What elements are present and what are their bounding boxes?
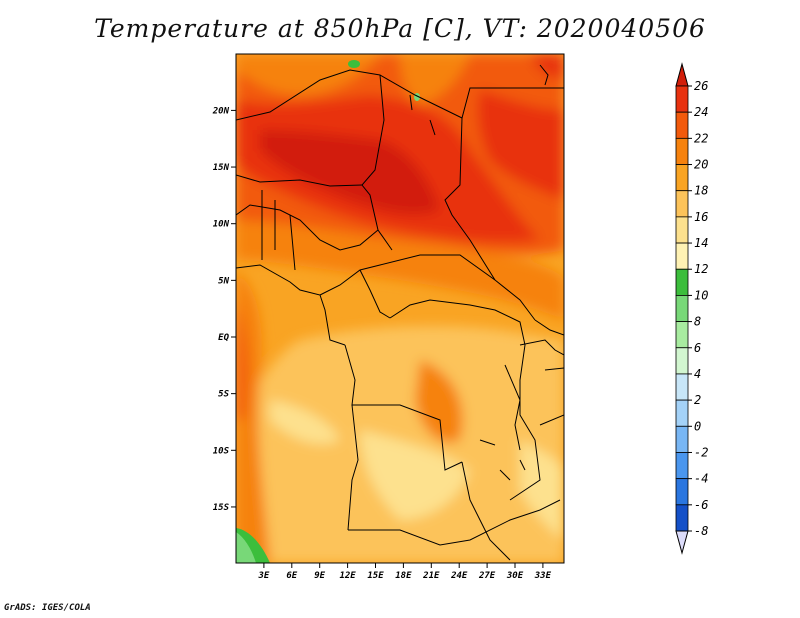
lon-label: 18E (395, 571, 412, 581)
colorbar-segment (675, 190, 689, 218)
lon-label: 3E (257, 571, 269, 581)
map-title: Temperature at 850hPa [C], VT: 202004050… (94, 14, 706, 43)
colorbar-segment (675, 295, 689, 322)
lat-label: 5N (218, 276, 229, 286)
colorbar-segment (675, 268, 689, 296)
colorbar-segment (675, 111, 689, 139)
colorbar-label: 26 (694, 79, 708, 93)
colorbar-label: 10 (694, 288, 708, 302)
country-borders (236, 64, 564, 561)
colorbar-label: -8 (694, 524, 708, 538)
colorbar-segment (675, 399, 689, 427)
colorbar-segment (675, 347, 689, 375)
colorbar-segment (675, 242, 689, 270)
lon-label: 9E (314, 571, 325, 581)
colorbar-segment (675, 425, 689, 453)
colorbar-top-arrow (675, 62, 689, 87)
map-axis-ticks: 20N 15N 10N 5N EQ 5S 10S 15S 3E 6E 9E 12E 15E 18E 21E 2… (212, 106, 552, 581)
colorbar-segment (675, 452, 689, 480)
lon-label: 24E (450, 571, 468, 581)
lon-label: 33E (534, 571, 552, 581)
colorbar-segment (675, 373, 689, 401)
colorbar-label: 12 (694, 262, 708, 276)
colorbar-segment (675, 504, 689, 532)
colorbar-label: 22 (694, 131, 708, 145)
colorbar-label: -4 (694, 472, 708, 486)
lat-label: 10N (213, 220, 230, 230)
lon-label: 27E (478, 571, 496, 581)
colorbar-label: 2 (694, 393, 701, 407)
lat-label: 10S (213, 446, 230, 456)
lon-label: 12E (339, 571, 356, 581)
lat-label: 15N (213, 163, 230, 173)
temperature-field (236, 54, 564, 563)
colorbar-label: 4 (694, 367, 701, 381)
lat-label: EQ (218, 333, 229, 343)
lat-label: 5S (218, 390, 229, 400)
grads-credit: GrADS: IGES/COLA (4, 603, 91, 613)
colorbar-segment (675, 85, 689, 113)
colorbar-label: 24 (694, 105, 708, 119)
colorbar-label: 20 (694, 158, 708, 172)
colorbar-segment (675, 478, 689, 506)
lon-label: 6E (286, 571, 297, 581)
colorbar-segment (675, 321, 689, 349)
colorbar-label: -6 (694, 498, 708, 512)
colorbar-label: 6 (694, 341, 701, 355)
lat-label: 15S (213, 503, 230, 513)
colorbar-segment (675, 164, 689, 192)
lat-label: 20N (212, 106, 230, 116)
colorbar-label: 8 (694, 315, 701, 329)
colorbar-label: 0 (694, 419, 701, 433)
lon-label: 21E (422, 571, 440, 581)
lon-label: 30E (506, 571, 524, 581)
colorbar-bottom-arrow (675, 530, 689, 555)
colorbar-segment (675, 137, 689, 165)
map-frame (235, 53, 565, 564)
lon-label: 15E (367, 571, 384, 581)
colorbar-label: 14 (694, 236, 708, 250)
colorbar-label: -2 (694, 445, 708, 459)
colorbar-label: 16 (694, 210, 708, 224)
colorbar-label: 18 (694, 184, 708, 198)
colorbar-segment (675, 216, 689, 244)
